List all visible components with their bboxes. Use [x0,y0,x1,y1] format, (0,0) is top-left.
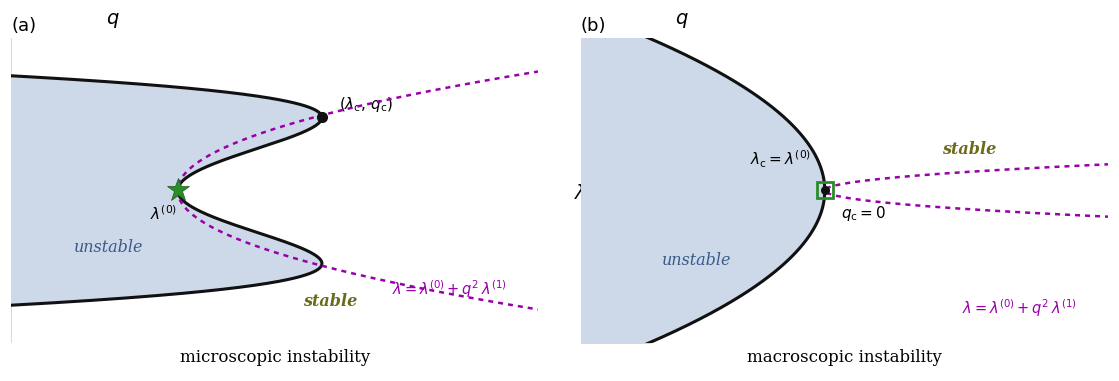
Text: $\lambda$: $\lambda$ [574,184,586,203]
Title: macroscopic instability: macroscopic instability [746,349,941,366]
Text: $\lambda^{(0)}$: $\lambda^{(0)}$ [150,205,177,223]
Text: $\lambda_{\mathrm{c}} = \lambda^{(0)}$: $\lambda_{\mathrm{c}} = \lambda^{(0)}$ [750,149,811,170]
Text: (a): (a) [11,17,36,35]
Text: $q_{\mathrm{c}} = 0$: $q_{\mathrm{c}} = 0$ [841,205,886,224]
Text: $\lambda = \lambda^{(0)} + q^2\,\lambda^{(1)}$: $\lambda = \lambda^{(0)} + q^2\,\lambda^… [393,278,507,300]
Text: $q$: $q$ [675,11,688,30]
Text: unstable: unstable [662,252,732,269]
Text: stable: stable [942,141,996,158]
Text: $q$: $q$ [105,11,120,30]
Title: microscopic instability: microscopic instability [180,349,370,366]
Text: (b): (b) [581,17,606,35]
Text: stable: stable [303,293,357,310]
Text: $(\lambda_{\mathrm{c}},\, q_{\mathrm{c}})$: $(\lambda_{\mathrm{c}},\, q_{\mathrm{c}}… [339,94,393,114]
Text: unstable: unstable [74,239,143,256]
Text: $\lambda = \lambda^{(0)} + q^2\,\lambda^{(1)}$: $\lambda = \lambda^{(0)} + q^2\,\lambda^… [961,297,1076,319]
